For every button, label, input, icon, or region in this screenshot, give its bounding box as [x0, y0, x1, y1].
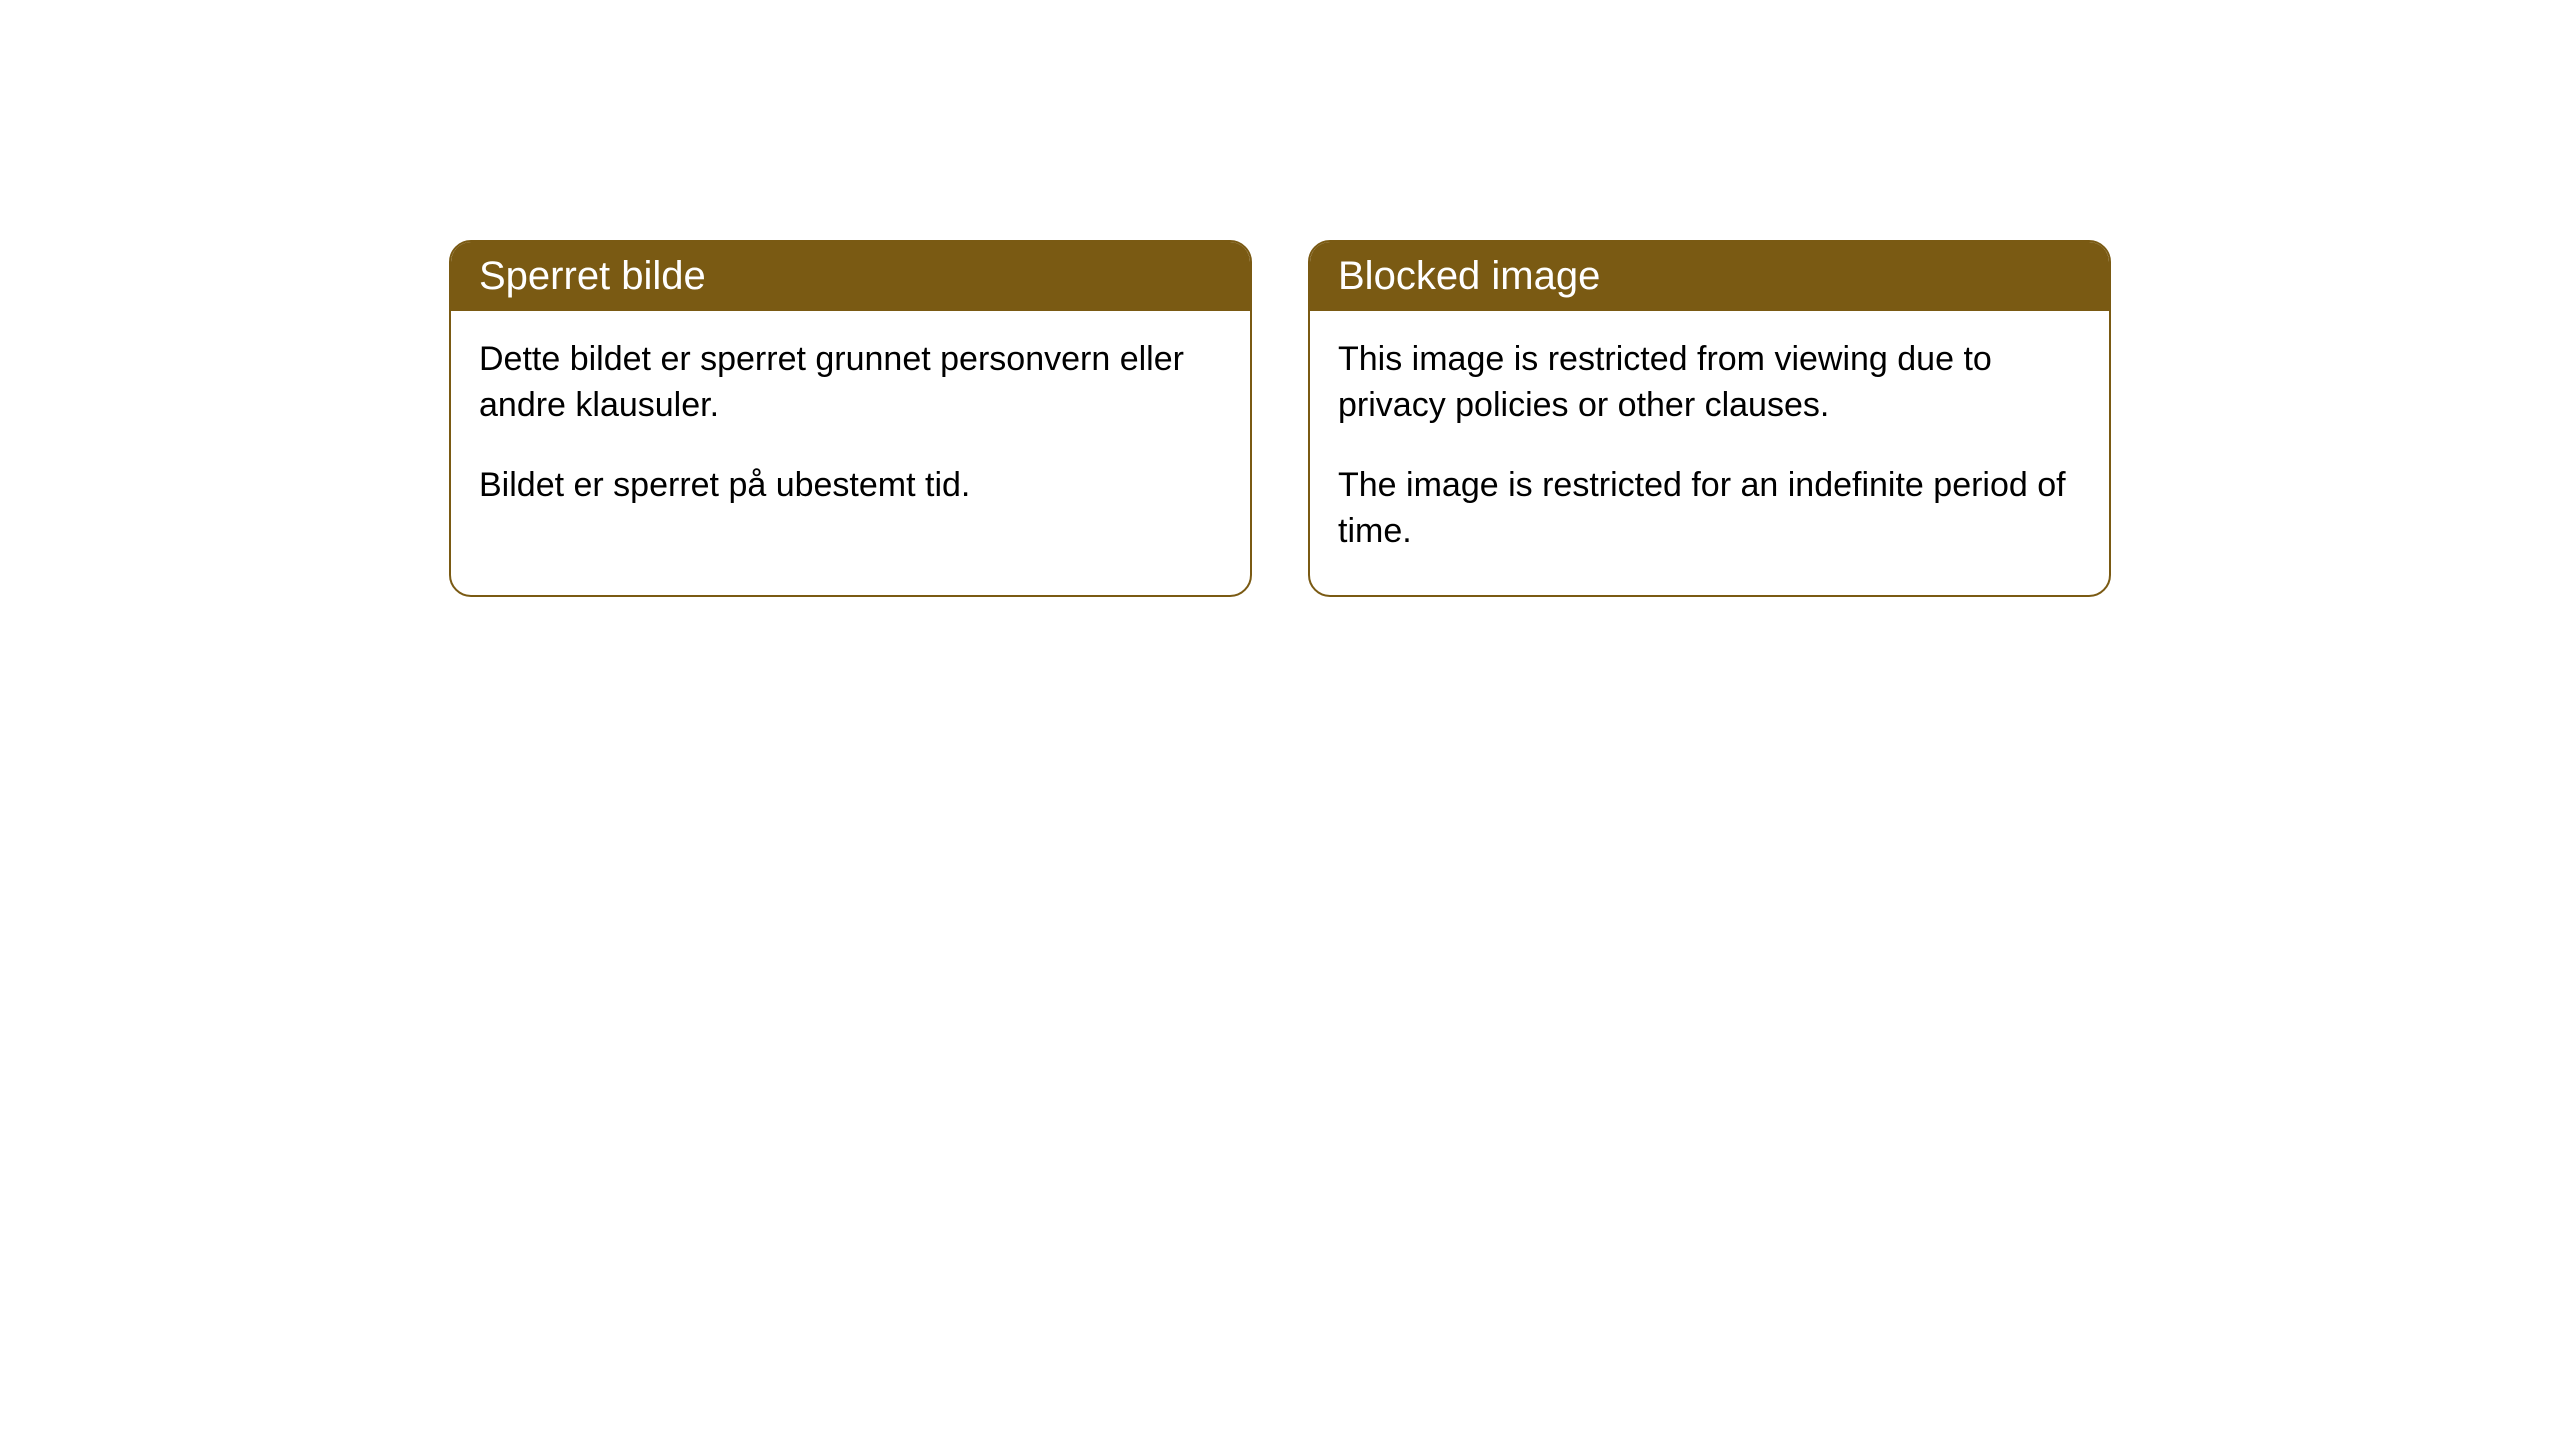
card-title: Blocked image	[1338, 254, 1600, 298]
card-body: Dette bildet er sperret grunnet personve…	[451, 311, 1250, 549]
card-header: Blocked image	[1310, 242, 2109, 311]
card-paragraph: Bildet er sperret på ubestemt tid.	[479, 463, 1222, 509]
notice-card-norwegian: Sperret bilde Dette bildet er sperret gr…	[449, 240, 1252, 597]
card-paragraph: The image is restricted for an indefinit…	[1338, 463, 2081, 555]
card-header: Sperret bilde	[451, 242, 1250, 311]
notice-container: Sperret bilde Dette bildet er sperret gr…	[449, 240, 2111, 597]
card-body: This image is restricted from viewing du…	[1310, 311, 2109, 595]
card-title: Sperret bilde	[479, 254, 706, 298]
notice-card-english: Blocked image This image is restricted f…	[1308, 240, 2111, 597]
card-paragraph: Dette bildet er sperret grunnet personve…	[479, 337, 1222, 429]
card-paragraph: This image is restricted from viewing du…	[1338, 337, 2081, 429]
